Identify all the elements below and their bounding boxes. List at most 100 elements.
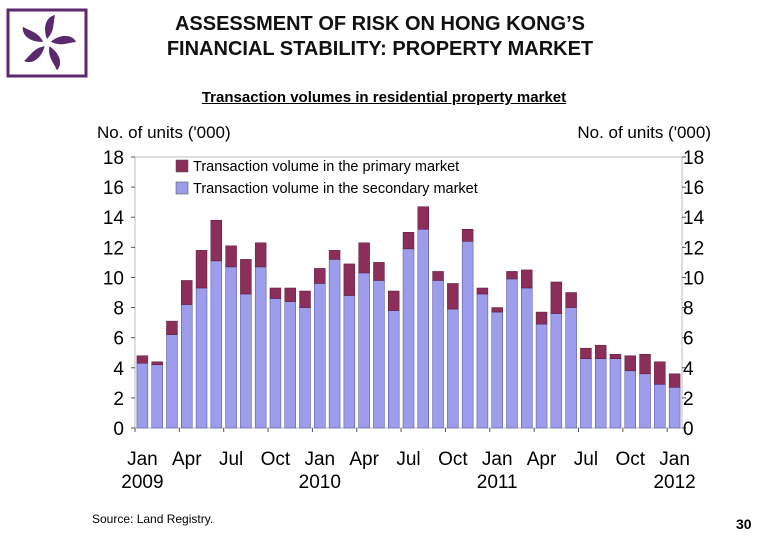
x-tick-label-month: Apr (172, 449, 202, 470)
bar-secondary-market (269, 298, 282, 429)
bar-secondary-market (624, 370, 636, 429)
bar-secondary-market (254, 266, 267, 429)
bar-primary-market (328, 250, 341, 260)
bar-primary-market (624, 355, 636, 372)
bar-primary-market (136, 355, 149, 364)
bar-primary-market (387, 290, 400, 311)
y-tick-label-left: 8 (113, 299, 124, 320)
bar-secondary-market (373, 280, 385, 429)
y-tick-label-right: 6 (683, 329, 694, 350)
bar-primary-market (461, 229, 474, 242)
y-tick-label-left: 6 (113, 329, 124, 350)
bar-primary-market (506, 271, 518, 280)
bar-secondary-market (358, 272, 370, 429)
bar-primary-market (314, 268, 326, 284)
legend-label: Transaction volume in the secondary mark… (193, 181, 478, 197)
bar-primary-market (417, 206, 430, 230)
bar-secondary-market (387, 310, 400, 429)
bar-primary-market (254, 242, 267, 268)
page-number: 30 (736, 516, 752, 532)
bar-secondary-market (654, 384, 666, 429)
chart-title: Transaction volumes in residential prope… (201, 89, 567, 106)
x-tick-label-year: 2010 (299, 472, 341, 493)
bar-secondary-market (314, 283, 326, 429)
x-tick-label-year: 2011 (477, 472, 518, 493)
bar-secondary-market (521, 287, 533, 429)
legend-swatch (175, 181, 189, 195)
y-tick-label-left: 12 (103, 238, 124, 259)
y-tick-label-right: 0 (683, 419, 694, 440)
bar-primary-market (166, 320, 178, 335)
bar-primary-market (210, 219, 223, 262)
bar-primary-market (654, 361, 666, 385)
legend-label: Transaction volume in the primary market (193, 159, 459, 175)
page-title-line-1: ASSESSMENT OF RISK ON HONG KONG’S (174, 13, 586, 35)
bar-secondary-market (550, 313, 563, 429)
x-tick-label-year: 2009 (121, 472, 163, 493)
bar-primary-market (521, 269, 533, 289)
legend-swatch (175, 159, 189, 173)
y-tick-label-right: 2 (683, 389, 694, 410)
bar-secondary-market (476, 293, 489, 429)
y-tick-label-right: 4 (683, 359, 694, 380)
bar-secondary-market (195, 287, 208, 429)
y-tick-label-left: 2 (113, 389, 124, 410)
bar-primary-market (181, 280, 193, 305)
bar-primary-market (373, 262, 385, 281)
x-tick-label-month: Jan (127, 449, 158, 470)
y-tick-label-left: 16 (103, 178, 124, 199)
bar-primary-market (299, 290, 311, 308)
y-tick-label-left: 14 (103, 208, 125, 229)
bar-secondary-market (343, 295, 356, 429)
bar-secondary-market (447, 308, 459, 429)
bar-secondary-market (461, 241, 474, 429)
x-tick-label-month: Jan (659, 449, 690, 470)
y-tick-label-left: 4 (113, 359, 124, 380)
bar-secondary-market (181, 304, 193, 429)
bar-secondary-market (668, 387, 681, 429)
bar-secondary-market (609, 358, 622, 429)
bar-secondary-market (240, 293, 252, 429)
bar-secondary-market (402, 248, 415, 429)
y-tick-label-right: 12 (683, 238, 704, 259)
x-tick-label-month: Oct (261, 449, 291, 470)
y-tick-label-right: 10 (683, 268, 704, 289)
bar-secondary-market (225, 266, 237, 429)
bar-primary-market (580, 347, 592, 359)
source-note: Source: Land Registry. (92, 512, 214, 526)
x-tick-label-month: Jul (219, 449, 243, 470)
bar-secondary-market (432, 280, 444, 429)
bar-primary-market (402, 232, 415, 250)
x-tick-label-month: Jan (482, 449, 513, 470)
bar-secondary-market (506, 278, 518, 429)
bar-secondary-market (166, 334, 178, 429)
bar-primary-market (240, 259, 252, 295)
x-tick-label-year: 2012 (653, 472, 695, 493)
y-axis-label-right: No. of units ('000) (577, 123, 711, 142)
page-title-line-2: FINANCIAL STABILITY: PROPERTY MARKET (166, 38, 594, 60)
bar-secondary-market (299, 307, 311, 429)
y-tick-label-left: 18 (103, 148, 124, 169)
y-tick-label-right: 14 (683, 208, 705, 229)
bar-secondary-market (417, 229, 430, 429)
hksar-bauhinia-logo-icon (6, 8, 88, 78)
x-tick-label-month: Apr (349, 449, 379, 470)
bar-primary-market (594, 344, 607, 359)
x-tick-label-month: Oct (438, 449, 468, 470)
y-axis-label-left: No. of units ('000) (97, 123, 231, 142)
bar-primary-market (639, 353, 651, 375)
bar-primary-market (565, 292, 577, 308)
bar-primary-market (225, 245, 237, 268)
bar-primary-market (284, 287, 296, 302)
bar-secondary-market (565, 307, 577, 429)
bar-primary-market (269, 287, 282, 299)
bar-primary-market (343, 263, 356, 296)
bar-secondary-market (639, 373, 651, 429)
bar-secondary-market (580, 358, 592, 429)
bar-secondary-market (535, 323, 548, 429)
bar-primary-market (358, 242, 370, 274)
x-tick-label-month: Apr (527, 449, 557, 470)
bar-primary-market (151, 361, 163, 366)
y-tick-label-left: 0 (113, 419, 124, 440)
